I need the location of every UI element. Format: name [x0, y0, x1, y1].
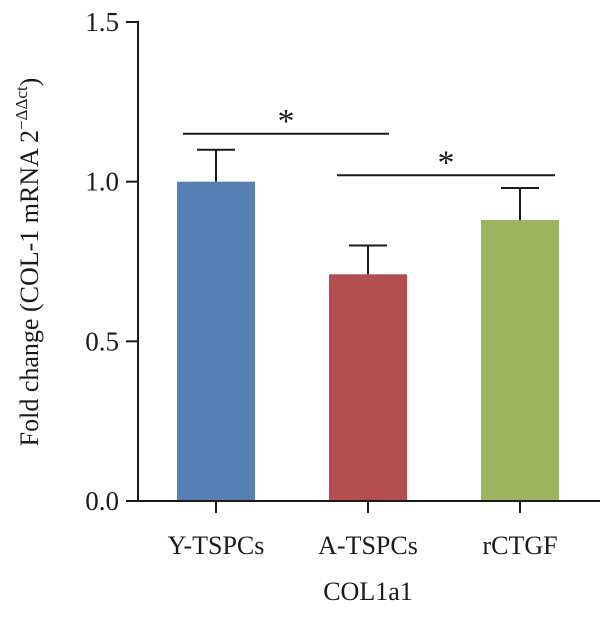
significance-star: * — [438, 144, 455, 181]
y-tick-label: 0.0 — [85, 486, 119, 516]
y-axis-title-superscript: −ΔΔct — [12, 86, 31, 130]
bar-y-tspcs — [177, 181, 255, 501]
plot-area: 0.0 0.5 1.0 1.5 Y-TSPCs A-TSPCs rCTGF * * — [85, 7, 600, 560]
y-tick-label: 0.5 — [85, 326, 119, 356]
x-axis-title: COL1a1 — [323, 577, 413, 606]
x-tick-label: Y-TSPCs — [168, 531, 265, 560]
bar-rctgf — [481, 219, 559, 501]
bar-a-tspcs — [329, 274, 407, 501]
y-tick-label: 1.0 — [85, 167, 119, 197]
y-tick-label: 1.5 — [85, 7, 119, 37]
significance-star: * — [278, 103, 295, 140]
y-axis-title: Fold change (COL-1 mRNA 2−ΔΔct) — [12, 78, 44, 447]
y-axis-title-close: ) — [15, 78, 44, 87]
x-tick-label: rCTGF — [482, 531, 557, 560]
x-tick-label: A-TSPCs — [318, 531, 418, 560]
y-axis-title-main: Fold change (COL-1 mRNA 2 — [15, 130, 44, 446]
